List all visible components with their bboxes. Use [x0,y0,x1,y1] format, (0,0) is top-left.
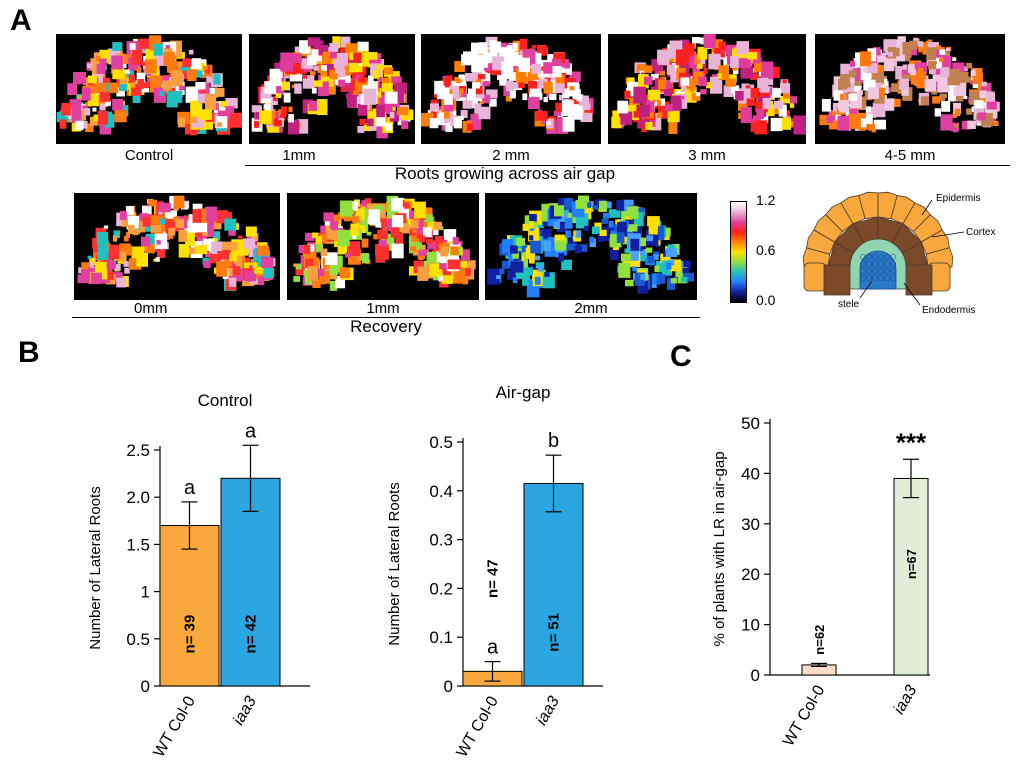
significance-label: b [548,430,559,452]
chart-title: Air-gap [496,383,551,402]
heatmap-thumb-4-5mm [815,34,1005,144]
heatmap-thumb-1mm [249,34,415,144]
significance-label: a [184,477,196,499]
panel-b-letter: B [18,336,40,369]
stele-layer [859,250,897,290]
error-bar [242,444,259,512]
y-tick-label: 0.3 [429,531,453,550]
label-cortex: Cortex [966,227,996,238]
error-bar [181,501,198,550]
y-tick-label: 0 [444,677,453,696]
n-label: n=67 [904,549,919,579]
x-category-label: iaa3 [533,693,563,728]
chart-percent-lr: 0 10 20 30 40 50 % of plants with LR in air-ga… [711,414,930,749]
significance-label: *** [896,427,927,457]
heatmap-thumb-control [56,34,242,144]
y-tick-label: 1.5 [126,535,150,554]
x-category-label: WT Col-0 [151,693,199,760]
y-tick-label: 0 [141,677,150,696]
y-tick-label: 0.5 [429,433,453,452]
bar [220,477,281,687]
n-label: n= 42 [243,615,260,654]
error-bar [545,454,562,513]
panel-a-letter: A [10,4,32,37]
heatmap-thumb-2mm [421,34,601,144]
x-category-label: iaa3 [891,682,921,717]
chart-airgap: Air-gap 0 0.1 0.2 0.3 0.4 0.5 Number of Lateral… [386,383,603,760]
heatmap-thumb-recovery-1mm [287,193,479,300]
label-endodermis: Endodermis [922,305,976,316]
y-axis-label: Number of Lateral Roots [87,486,104,649]
thumb-label-4-5mm: 4-5 mm [884,147,936,164]
y-axis-label: Number of Lateral Roots [386,482,403,645]
y-tick-label: 20 [741,565,760,584]
y-tick-label: 0.2 [429,579,453,598]
group-rule-recovery [72,317,700,318]
thumb-label-recovery-1mm: 1mm [366,300,400,317]
n-label: n=62 [812,625,827,655]
label-stele: stele [838,299,860,310]
y-tick-label: 0.5 [126,630,150,649]
thumb-label-control: Control [124,147,174,164]
chart-title: Control [198,391,253,410]
heatmap-thumb-3mm [608,34,806,144]
x-category-label: WT Col-0 [780,682,828,749]
y-tick-label: 0.4 [429,482,453,501]
significance-label: a [487,637,499,659]
heatmap-thumb-recovery-2mm [485,193,697,300]
error-bar [811,662,827,668]
bar [893,477,929,676]
thumb-label-1mm: 1mm [282,147,316,164]
significance-label: a [245,420,257,442]
group-rule-airgap [245,165,1010,166]
y-tick-label: 40 [741,464,760,483]
cortex-layer [823,216,933,296]
x-category-label: WT Col-0 [454,693,502,760]
y-tick-label: 2.0 [126,488,150,507]
x-category-label: iaa3 [230,693,260,728]
bar [159,525,220,687]
n-label: n= 47 [485,559,502,598]
error-bar [484,661,501,682]
group-label-recovery: Recovery [350,317,422,336]
thumb-label-recovery-2mm: 2mm [574,300,608,317]
diagram-pointer-lines [859,199,965,306]
chart-control: Control 0 0.5 1 1.5 2.0 2.5 Number of Lateral R… [87,391,310,760]
colorbar-tick-max: 1.2 [756,192,776,208]
y-axis-label: % of plants with LR in air-gap [711,451,728,646]
epidermis-layer [802,191,954,292]
y-tick-label: 10 [741,616,760,635]
colorbar-tick-mid: 0.6 [756,242,776,258]
y-tick-label: 1 [141,583,150,602]
error-bar [903,458,919,499]
thumb-label-3mm: 3 mm [688,147,726,164]
y-tick-label: 0 [751,666,760,685]
n-label: n= 51 [546,613,563,652]
root-cross-section-diagram [802,191,965,306]
n-label: n= 39 [182,615,199,654]
thumb-label-2mm: 2 mm [492,147,530,164]
heatmap-thumb-recovery-0mm [74,193,280,300]
y-tick-label: 50 [741,414,760,433]
label-epidermis: Epidermis [936,193,981,204]
colorbar [730,201,747,303]
bar [523,482,584,687]
colorbar-tick-min: 0.0 [756,292,776,308]
group-label-airgap: Roots growing across air gap [394,164,616,183]
y-tick-label: 0.1 [429,628,453,647]
y-tick-label: 2.5 [126,441,150,460]
panel-c-letter: C [670,340,692,373]
thumb-label-recovery-0mm: 0mm [134,300,168,317]
y-tick-label: 30 [741,515,760,534]
